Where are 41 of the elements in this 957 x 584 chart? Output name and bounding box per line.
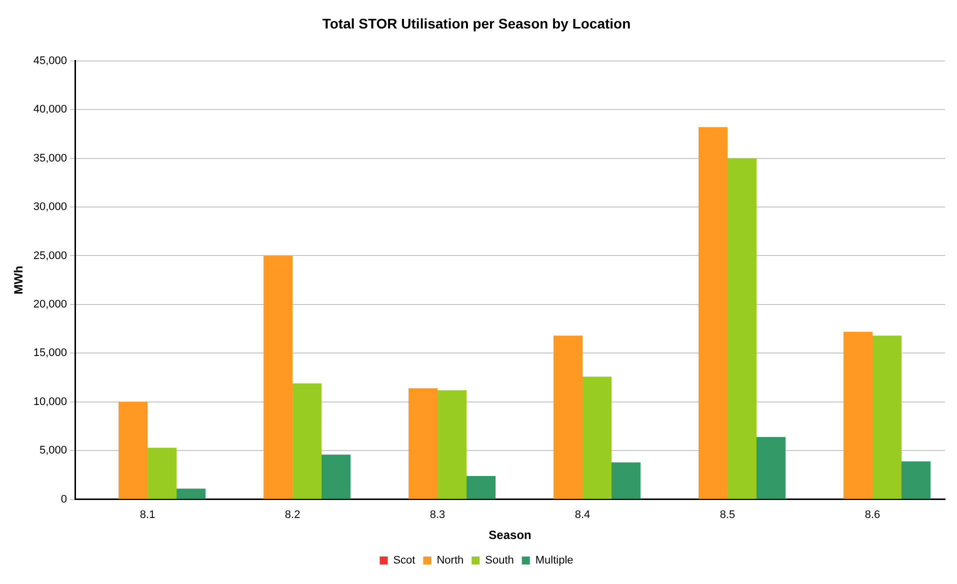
y-tick-label: 10,000 <box>33 396 68 408</box>
y-tick-label: 25,000 <box>33 250 68 262</box>
y-tick-label: 20,000 <box>33 298 68 310</box>
bar <box>698 127 728 499</box>
legend-label: South <box>485 554 514 567</box>
y-tick-label: 40,000 <box>33 104 68 116</box>
bar <box>902 461 930 499</box>
x-tick-label: 8.2 <box>284 509 300 522</box>
legend-label: Scot <box>393 554 416 567</box>
y-tick-label: 35,000 <box>33 152 68 164</box>
y-tick-label: 5,000 <box>40 444 68 457</box>
bar <box>176 488 206 499</box>
x-tick-label: 8.3 <box>430 509 446 522</box>
bar <box>408 388 438 499</box>
legend-label: Multiple <box>535 554 574 567</box>
bar <box>844 332 873 499</box>
bar <box>872 336 902 499</box>
y-tick-label: 30,000 <box>33 201 68 214</box>
legend-label: North <box>436 554 464 567</box>
x-tick-label: 8.6 <box>864 509 880 522</box>
bar <box>438 390 467 499</box>
y-tick-label: 15,000 <box>33 347 68 360</box>
x-tick-label: 8.1 <box>140 509 156 522</box>
bar <box>264 256 293 499</box>
bar <box>322 454 351 499</box>
y-tick-label: 0 <box>60 493 68 506</box>
y-tick-label: 45,000 <box>33 54 68 67</box>
chart-title: Total STOR Utilisation per Season by Location <box>322 15 631 32</box>
bar <box>728 158 757 499</box>
bar <box>118 402 148 499</box>
bar <box>466 476 496 499</box>
y-axis-title: MWh <box>12 266 26 294</box>
bar <box>756 437 786 499</box>
x-tick-label: 8.5 <box>720 509 736 522</box>
x-axis-title: Season <box>488 528 532 542</box>
bar <box>582 376 612 499</box>
bar <box>554 336 583 499</box>
bar <box>612 462 641 499</box>
x-tick-label: 8.4 <box>574 509 590 522</box>
bar <box>148 448 177 499</box>
bar <box>292 383 322 499</box>
